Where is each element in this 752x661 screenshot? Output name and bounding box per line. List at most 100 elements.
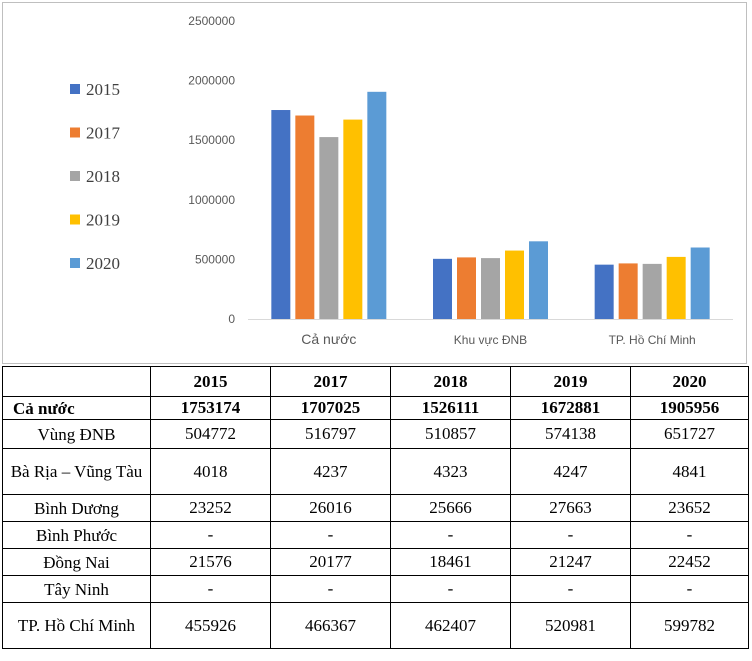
- category-label: Khu vực ĐNB: [454, 333, 527, 347]
- table-cell: 599782: [630, 602, 749, 649]
- bar-2020-1: [529, 241, 548, 319]
- table-row: Bình Dương 23252 26016 25666 27663 23652: [2, 494, 749, 522]
- table-cell: -: [390, 575, 511, 603]
- legend-label: 2018: [86, 167, 120, 186]
- row-label: TP. Hồ Chí Minh: [2, 602, 151, 649]
- table-cell: 1707025: [270, 396, 391, 420]
- table-cell: 25666: [390, 494, 511, 522]
- y-tick-label: 1000000: [188, 193, 235, 207]
- table-cell: 1672881: [510, 396, 631, 420]
- table-cell: 504772: [150, 419, 271, 449]
- table-row: Tây Ninh - - - - -: [2, 575, 749, 603]
- table-row: Đồng Nai 21576 20177 18461 21247 22452: [2, 548, 749, 576]
- table-cell: 4018: [150, 448, 271, 495]
- column-header: 2018: [390, 366, 511, 397]
- table-cell: 4247: [510, 448, 631, 495]
- table-cell: 27663: [510, 494, 631, 522]
- legend-label: 2015: [86, 80, 120, 99]
- bar-2017-0: [295, 115, 315, 320]
- table-cell: 455926: [150, 602, 271, 649]
- bar-2017-1: [457, 257, 476, 319]
- row-label: Bà Rịa – Vũng Tàu: [2, 448, 151, 495]
- column-header: 2020: [630, 366, 749, 397]
- bar-2019-1: [505, 250, 524, 319]
- category-label: TP. Hồ Chí Minh: [609, 333, 696, 347]
- table-row: Bình Phước - - - - -: [2, 521, 749, 549]
- table-cell: 1905956: [630, 396, 749, 420]
- table-cell: 4237: [270, 448, 391, 495]
- table-cell: 4841: [630, 448, 749, 495]
- table-cell: 23652: [630, 494, 749, 522]
- legend-label: 2017: [86, 124, 121, 143]
- legend-swatch-2020: [70, 258, 80, 268]
- table-cell: 23252: [150, 494, 271, 522]
- column-header: 2017: [270, 366, 391, 397]
- table-cell: 510857: [390, 419, 511, 449]
- y-tick-label: 0: [228, 312, 235, 326]
- y-tick-label: 2000000: [188, 74, 235, 88]
- table-cell: 651727: [630, 419, 749, 449]
- bar-2015-1: [433, 258, 452, 319]
- legend-label: 2019: [86, 211, 120, 230]
- table-cell: -: [510, 575, 631, 603]
- table-cell: -: [270, 575, 391, 603]
- bar-chart: 0 500000 1000000 1500000 2000000 2500000 Cả nư…: [70, 14, 733, 347]
- bar-2018-1: [481, 258, 500, 319]
- table-cell: -: [150, 575, 271, 603]
- table-header-row: 2015 2017 2018 2019 2020: [2, 366, 749, 397]
- y-tick-label: 2500000: [188, 14, 235, 28]
- bar-2015-2: [594, 264, 614, 319]
- table-cell: -: [270, 521, 391, 549]
- chart-area: 0 500000 1000000 1500000 2000000 2500000 Cả nư…: [2, 2, 747, 364]
- table-cell: -: [630, 521, 749, 549]
- table-cell: 4323: [390, 448, 511, 495]
- row-label: Tây Ninh: [2, 575, 151, 603]
- row-label: Cả nước: [2, 396, 151, 420]
- row-label: Đồng Nai: [2, 548, 151, 576]
- bar-2019-2: [666, 256, 686, 319]
- table-cell: 1753174: [150, 396, 271, 420]
- table-row: Cả nước 1753174 1707025 1526111 1672881 19059…: [2, 396, 749, 420]
- column-header: 2019: [510, 366, 631, 397]
- table-cell: 20177: [270, 548, 391, 576]
- legend-swatch-2015: [70, 84, 80, 94]
- bar-2015-0: [271, 110, 291, 319]
- table-cell: 18461: [390, 548, 511, 576]
- y-tick-label: 500000: [195, 252, 235, 266]
- bar-2020-0: [367, 91, 387, 319]
- legend-swatch-2018: [70, 171, 80, 181]
- table-cell: 26016: [270, 494, 391, 522]
- bar-2017-2: [618, 263, 638, 319]
- table-cell: 21576: [150, 548, 271, 576]
- data-table: 2015 2017 2018 2019 2020 Cả nước 1753174 17070…: [2, 366, 749, 649]
- table-corner-cell: [2, 366, 151, 397]
- table-cell: 1526111: [390, 396, 511, 420]
- table-cell: 466367: [270, 602, 391, 649]
- y-tick-label: 1500000: [188, 133, 235, 147]
- category-label: Cả nước: [301, 331, 356, 347]
- table-cell: -: [630, 575, 749, 603]
- column-header: 2015: [150, 366, 271, 397]
- bar-2018-0: [319, 137, 339, 319]
- row-label: Bình Phước: [2, 521, 151, 549]
- table-body: Cả nước 1753174 1707025 1526111 1672881 19059…: [2, 396, 749, 649]
- row-label: Bình Dương: [2, 494, 151, 522]
- legend-swatch-2017: [70, 127, 80, 138]
- table-cell: 520981: [510, 602, 631, 649]
- legend-label: 2020: [86, 254, 120, 273]
- bar-2018-2: [642, 263, 662, 319]
- table-cell: -: [150, 521, 271, 549]
- legend-swatch-2019: [70, 214, 80, 225]
- table-cell: 516797: [270, 419, 391, 449]
- table-cell: 22452: [630, 548, 749, 576]
- bar-2020-2: [690, 247, 710, 319]
- table-row: TP. Hồ Chí Minh 455926 466367 462407 520981 5…: [2, 602, 749, 649]
- table-cell: 574138: [510, 419, 631, 449]
- table-cell: -: [510, 521, 631, 549]
- bar-2019-0: [343, 119, 363, 319]
- table-row: Bà Rịa – Vũng Tàu 4018 4237 4323 4247 4841: [2, 448, 749, 495]
- table-cell: 462407: [390, 602, 511, 649]
- table-cell: 21247: [510, 548, 631, 576]
- row-label: Vùng ĐNB: [2, 419, 151, 449]
- table-cell: -: [390, 521, 511, 549]
